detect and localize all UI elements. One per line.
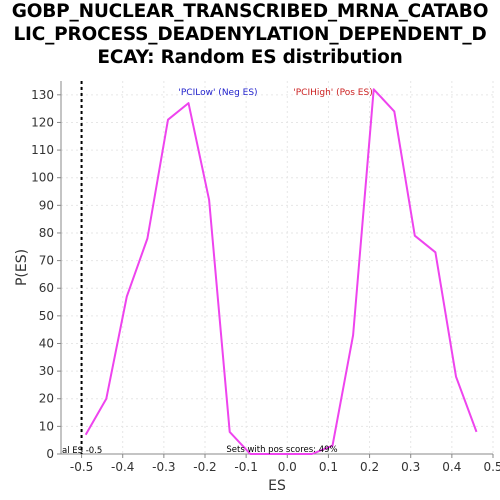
- chart-title-line-2: LIC_PROCESS_DEADENYLATION_DEPENDENT_D: [13, 24, 487, 45]
- y-tick-label-0: 0: [46, 447, 54, 461]
- grid-lines: [61, 81, 494, 455]
- x-tick-label-5: 0.0: [278, 460, 297, 474]
- x-tick-label-2: -0.3: [152, 460, 175, 474]
- y-tick-label-13: 130: [31, 88, 54, 102]
- x-axis-label: ES: [268, 478, 286, 494]
- chart-title-line-1: GOBP_NUCLEAR_TRANSCRIBED_MRNA_CATABO: [11, 1, 489, 22]
- x-tick-label-9: 0.4: [442, 460, 461, 474]
- actual-es-annotation: al ES -0.5: [62, 446, 102, 456]
- y-tick-label-12: 120: [31, 115, 54, 129]
- y-tick-label-4: 40: [39, 336, 54, 350]
- legend-pos-es: 'PCIHigh' (Pos ES): [293, 88, 372, 98]
- x-tick-label-8: 0.3: [401, 460, 420, 474]
- y-axis-ticks: 0 10 20 30 40 50 60 70 80 90 100 110 120 130: [31, 88, 61, 461]
- chart-title-line-3: ECAY: Random ES distribution: [97, 47, 403, 68]
- x-tick-label-7: 0.2: [360, 460, 379, 474]
- y-tick-label-7: 70: [39, 254, 54, 268]
- x-tick-label-1: -0.4: [111, 460, 134, 474]
- series-group: [84, 88, 478, 455]
- x-tick-label-10: 0.5: [483, 460, 500, 474]
- pos-scores-annotation: Sets with pos scores: 49%: [226, 445, 337, 455]
- x-tick-label-3: -0.2: [193, 460, 216, 474]
- y-tick-label-11: 110: [31, 143, 54, 157]
- axes: [60, 81, 493, 455]
- x-tick-label-4: -0.1: [234, 460, 257, 474]
- y-tick-label-6: 60: [39, 281, 54, 295]
- y-tick-label-3: 30: [39, 364, 54, 378]
- x-tick-label-6: 0.1: [319, 460, 338, 474]
- y-tick-label-1: 10: [39, 419, 54, 433]
- x-tick-label-0: -0.5: [70, 460, 93, 474]
- y-tick-label-10: 100: [31, 171, 54, 185]
- y-tick-label-2: 20: [39, 392, 54, 406]
- chart-title: GOBP_NUCLEAR_TRANSCRIBED_MRNA_CATABO LIC…: [0, 0, 500, 69]
- x-axis-ticks: -0.5 -0.4 -0.3 -0.2 -0.1 0.0 0.1 0.2 0.3 0.4 0.5: [70, 454, 500, 474]
- y-tick-label-5: 50: [39, 309, 54, 323]
- y-tick-label-9: 90: [39, 198, 54, 212]
- series-line-0: [84, 88, 478, 455]
- y-tick-label-8: 80: [39, 226, 54, 240]
- y-axis-label: P(ES): [14, 249, 30, 286]
- legend-neg-es: 'PCILow' (Neg ES): [178, 88, 257, 98]
